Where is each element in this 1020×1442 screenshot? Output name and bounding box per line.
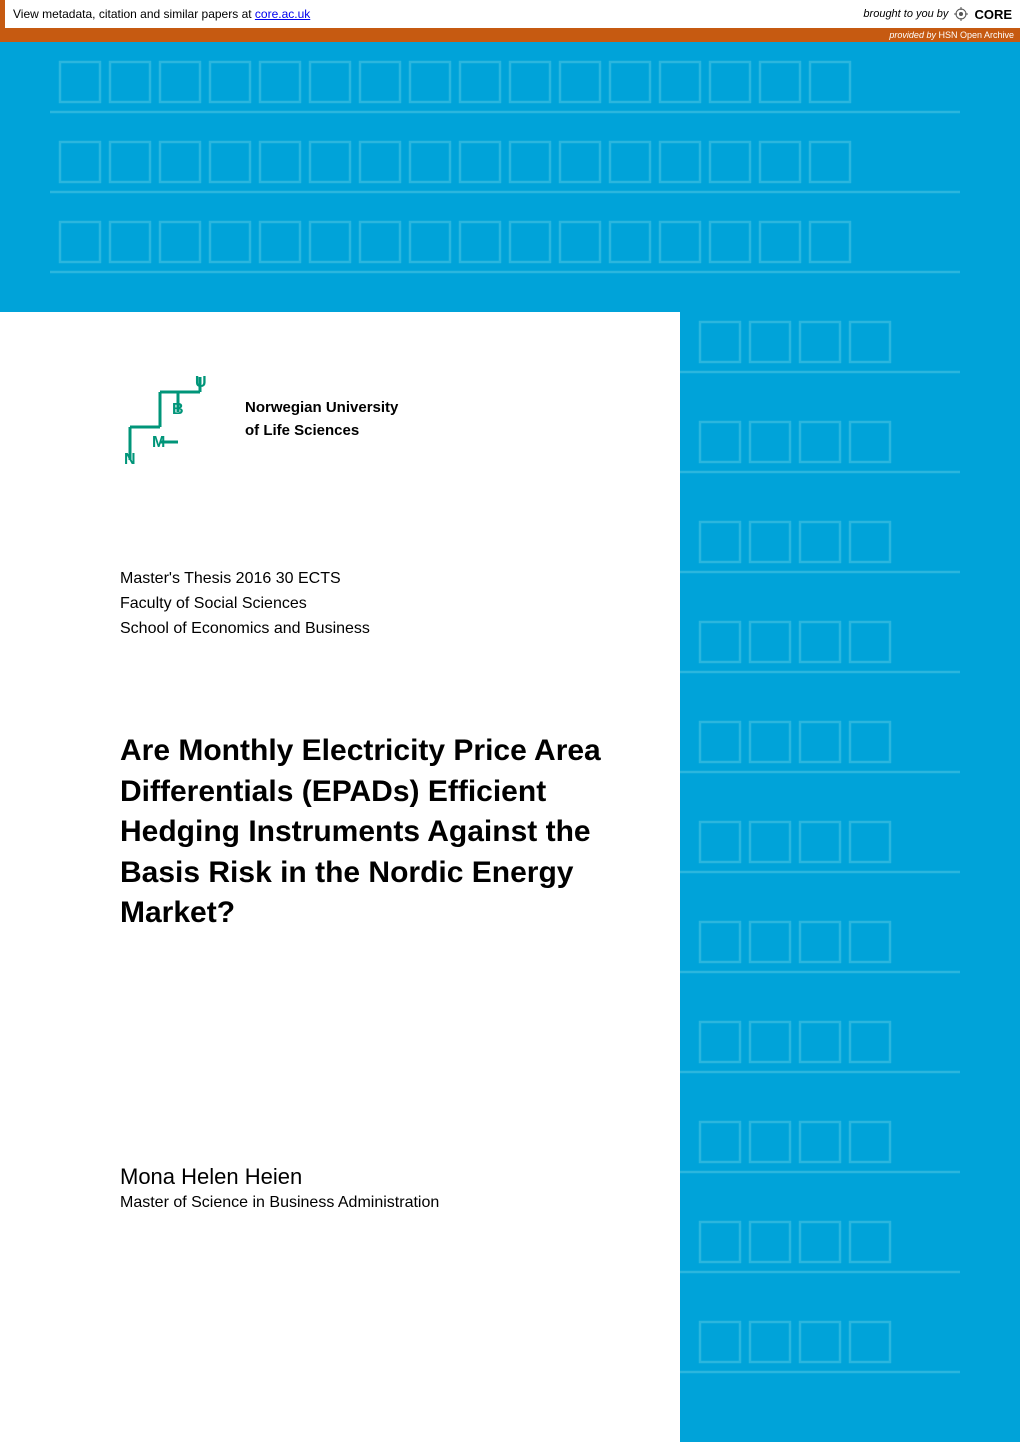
uni-line2: of Life Sciences (245, 420, 398, 443)
svg-text:M: M (152, 434, 165, 451)
core-brand: CORE (974, 7, 1012, 22)
thesis-line1: Master's Thesis 2016 30 ECTS (120, 567, 680, 592)
author-name: Mona Helen Heien (120, 1164, 680, 1190)
banner-right: brought to you by CORE (863, 7, 1012, 22)
thesis-line2: Faculty of Social Sciences (120, 592, 680, 617)
content-panel: N M B U Norwegian University of Life Sci… (0, 312, 680, 1442)
logo-block: N M B U Norwegian University of Life Sci… (120, 372, 680, 467)
thesis-meta: Master's Thesis 2016 30 ECTS Faculty of … (120, 567, 680, 641)
nmbu-logo-icon: N M B U (120, 372, 215, 467)
orange-strip (0, 28, 1020, 42)
brought-by-text: brought to you by (863, 8, 948, 20)
provided-by-text: provided by HSN Open Archive (889, 30, 1014, 40)
provided-label: provided by (889, 30, 938, 40)
svg-text:N: N (124, 451, 136, 467)
thesis-line3: School of Economics and Business (120, 617, 680, 642)
banner-prefix: View metadata, citation and similar pape… (13, 7, 255, 21)
banner-left-text: View metadata, citation and similar pape… (13, 7, 310, 21)
uni-line1: Norwegian University (245, 397, 398, 420)
core-banner: View metadata, citation and similar pape… (0, 0, 1020, 28)
degree-name: Master of Science in Business Administra… (120, 1194, 680, 1212)
svg-text:B: B (172, 401, 184, 418)
provided-source: HSN Open Archive (938, 30, 1014, 40)
university-name: Norwegian University of Life Sciences (245, 397, 398, 442)
svg-text:U: U (195, 374, 207, 391)
thesis-title: Are Monthly Electricity Price Area Diffe… (120, 731, 630, 934)
core-icon (954, 7, 968, 21)
core-link[interactable]: core.ac.uk (255, 7, 310, 21)
